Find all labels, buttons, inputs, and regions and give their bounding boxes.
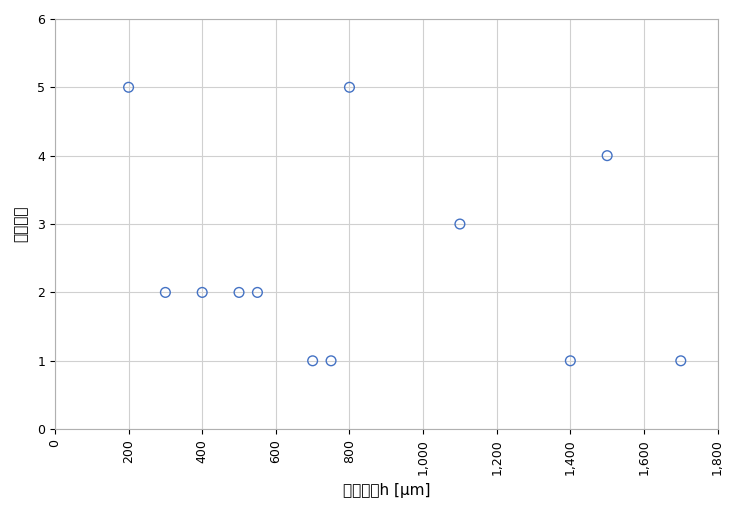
Point — [196, 288, 208, 296]
Point — [565, 357, 576, 365]
Point — [252, 288, 263, 296]
Point — [307, 357, 319, 365]
Point — [325, 357, 337, 365]
Point — [233, 288, 245, 296]
Point — [123, 83, 134, 91]
Point — [601, 152, 613, 160]
Point — [675, 357, 686, 365]
Y-axis label: 解析件数: 解析件数 — [14, 206, 29, 242]
X-axis label: 誘電体厚h [μm]: 誘電体厚h [μm] — [342, 483, 430, 498]
Point — [454, 220, 466, 228]
Point — [159, 288, 171, 296]
Point — [344, 83, 356, 91]
